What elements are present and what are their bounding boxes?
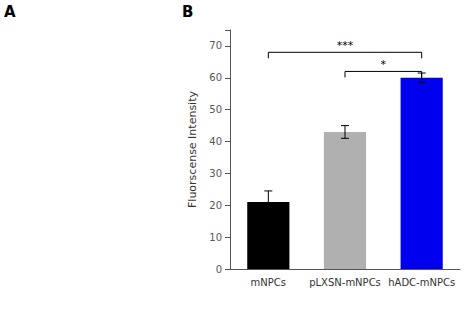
svg-text:10: 10 [209,232,222,243]
svg-text:Fluorscense Intensity: Fluorscense Intensity [186,91,199,208]
svg-text:50: 50 [209,104,222,115]
svg-text:*: * [381,58,387,71]
svg-text:mNPCs: mNPCs [251,277,286,288]
svg-text:***: *** [337,39,354,52]
svg-text:20: 20 [209,200,222,211]
svg-text:0: 0 [216,264,222,275]
svg-text:A: A [4,3,16,21]
svg-text:40: 40 [209,136,222,147]
svg-text:70: 70 [209,40,222,51]
svg-text:B: B [182,3,193,21]
svg-text:30: 30 [209,168,222,179]
svg-text:60: 60 [209,72,222,83]
svg-text:pLXSN-mNPCs: pLXSN-mNPCs [309,277,381,288]
svg-text:hADC-mNPCs: hADC-mNPCs [388,277,455,288]
